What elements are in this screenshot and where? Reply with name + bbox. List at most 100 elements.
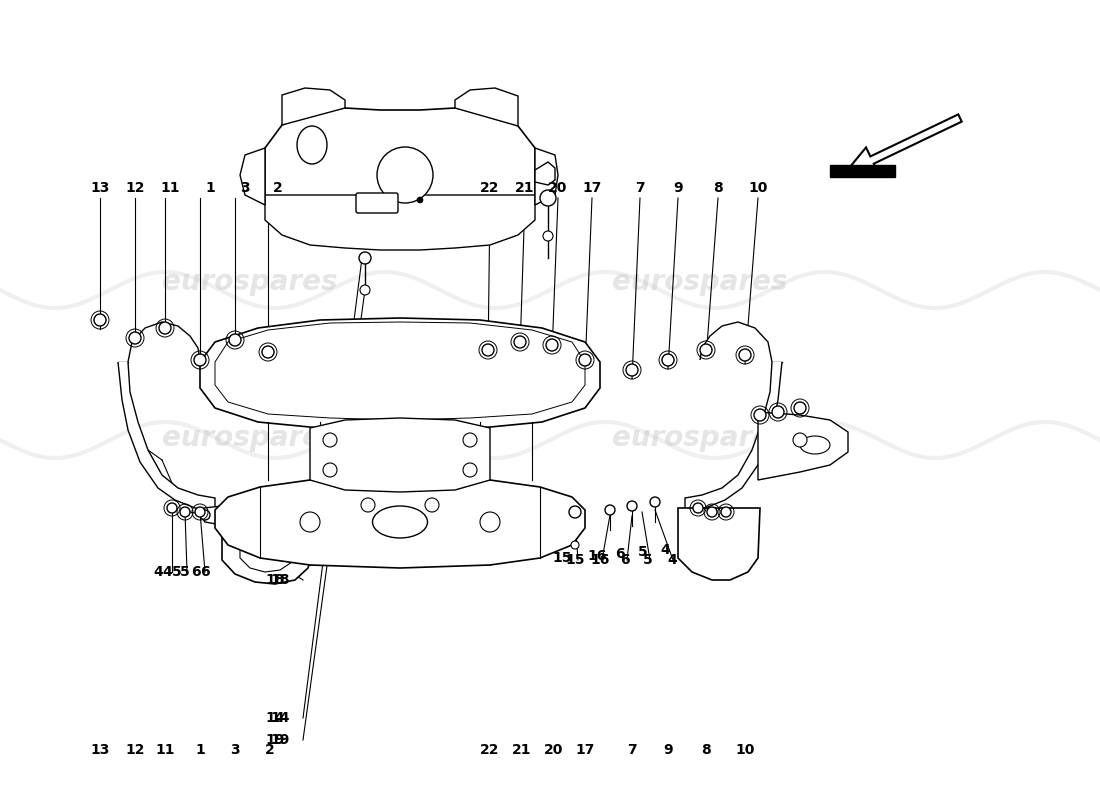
Circle shape — [543, 231, 553, 241]
Circle shape — [700, 344, 712, 356]
Text: 5: 5 — [180, 565, 190, 579]
Text: 21: 21 — [515, 181, 535, 195]
Circle shape — [739, 349, 751, 361]
Text: 11: 11 — [161, 181, 179, 195]
Text: 14: 14 — [271, 711, 290, 725]
Polygon shape — [282, 88, 345, 125]
Polygon shape — [265, 195, 535, 250]
Text: 1: 1 — [195, 743, 205, 757]
Text: 3: 3 — [240, 181, 250, 195]
Text: 13: 13 — [90, 181, 110, 195]
Text: 2: 2 — [265, 743, 275, 757]
Circle shape — [480, 512, 501, 532]
Circle shape — [425, 498, 439, 512]
Text: 10: 10 — [748, 181, 768, 195]
Text: 3: 3 — [230, 743, 240, 757]
Polygon shape — [200, 318, 600, 430]
Circle shape — [463, 463, 477, 477]
Circle shape — [94, 314, 106, 326]
Text: eurospares: eurospares — [163, 424, 338, 452]
Circle shape — [180, 507, 190, 517]
Text: 9: 9 — [673, 181, 683, 195]
Text: 6: 6 — [191, 565, 201, 579]
Text: 17: 17 — [582, 181, 602, 195]
Text: 21: 21 — [513, 743, 531, 757]
Ellipse shape — [297, 126, 327, 164]
Text: 10: 10 — [735, 743, 755, 757]
Circle shape — [463, 433, 477, 447]
Text: 15: 15 — [552, 551, 572, 565]
Polygon shape — [214, 477, 585, 568]
Text: 8: 8 — [713, 181, 723, 195]
Circle shape — [229, 334, 241, 346]
Text: 6: 6 — [200, 565, 210, 579]
Text: 4: 4 — [153, 565, 163, 579]
Circle shape — [377, 147, 433, 203]
Text: 18: 18 — [265, 573, 285, 587]
Circle shape — [720, 507, 732, 517]
Circle shape — [793, 433, 807, 447]
Polygon shape — [455, 88, 518, 126]
Ellipse shape — [800, 436, 830, 454]
FancyBboxPatch shape — [356, 193, 398, 213]
Text: 1: 1 — [205, 181, 214, 195]
Circle shape — [323, 433, 337, 447]
Text: 6: 6 — [615, 547, 625, 561]
Text: 22: 22 — [481, 743, 499, 757]
Text: 16: 16 — [587, 549, 607, 563]
Text: 6: 6 — [620, 553, 630, 567]
Circle shape — [627, 501, 637, 511]
Text: 5: 5 — [644, 553, 653, 567]
Polygon shape — [214, 322, 585, 420]
Polygon shape — [118, 322, 214, 510]
Text: 8: 8 — [701, 743, 711, 757]
Circle shape — [129, 332, 141, 344]
Circle shape — [626, 364, 638, 376]
Text: 12: 12 — [125, 181, 145, 195]
Text: 13: 13 — [90, 743, 110, 757]
Text: 19: 19 — [271, 733, 290, 747]
Polygon shape — [240, 508, 295, 572]
Circle shape — [160, 322, 170, 334]
Text: eurospares: eurospares — [613, 424, 788, 452]
Ellipse shape — [373, 506, 428, 538]
Text: 9: 9 — [663, 743, 673, 757]
Polygon shape — [758, 412, 848, 480]
Polygon shape — [310, 418, 490, 492]
Polygon shape — [678, 508, 760, 580]
Text: 15: 15 — [565, 553, 585, 567]
Text: 16: 16 — [591, 553, 609, 567]
Text: eurospares: eurospares — [163, 268, 338, 296]
Circle shape — [323, 463, 337, 477]
Text: 20: 20 — [548, 181, 568, 195]
Text: 22: 22 — [481, 181, 499, 195]
Text: 5: 5 — [172, 565, 182, 579]
Polygon shape — [265, 108, 535, 222]
Polygon shape — [535, 148, 558, 205]
Circle shape — [359, 252, 371, 264]
Text: 4: 4 — [660, 543, 670, 557]
Text: 5: 5 — [638, 545, 648, 559]
Text: 20: 20 — [544, 743, 563, 757]
Circle shape — [361, 498, 375, 512]
Text: 7: 7 — [635, 181, 645, 195]
Polygon shape — [200, 506, 222, 525]
Text: 2: 2 — [273, 181, 283, 195]
Text: 17: 17 — [575, 743, 595, 757]
Circle shape — [360, 285, 370, 295]
Circle shape — [200, 510, 210, 520]
Circle shape — [195, 507, 205, 517]
Circle shape — [662, 354, 674, 366]
Circle shape — [482, 344, 494, 356]
Bar — [830, 165, 895, 177]
Text: 11: 11 — [155, 743, 175, 757]
Text: 12: 12 — [125, 743, 145, 757]
Circle shape — [579, 354, 591, 366]
Circle shape — [194, 354, 206, 366]
Circle shape — [650, 497, 660, 507]
Circle shape — [707, 507, 717, 517]
Circle shape — [772, 406, 784, 418]
Text: 14: 14 — [265, 711, 285, 725]
Circle shape — [569, 506, 581, 518]
Circle shape — [546, 339, 558, 351]
